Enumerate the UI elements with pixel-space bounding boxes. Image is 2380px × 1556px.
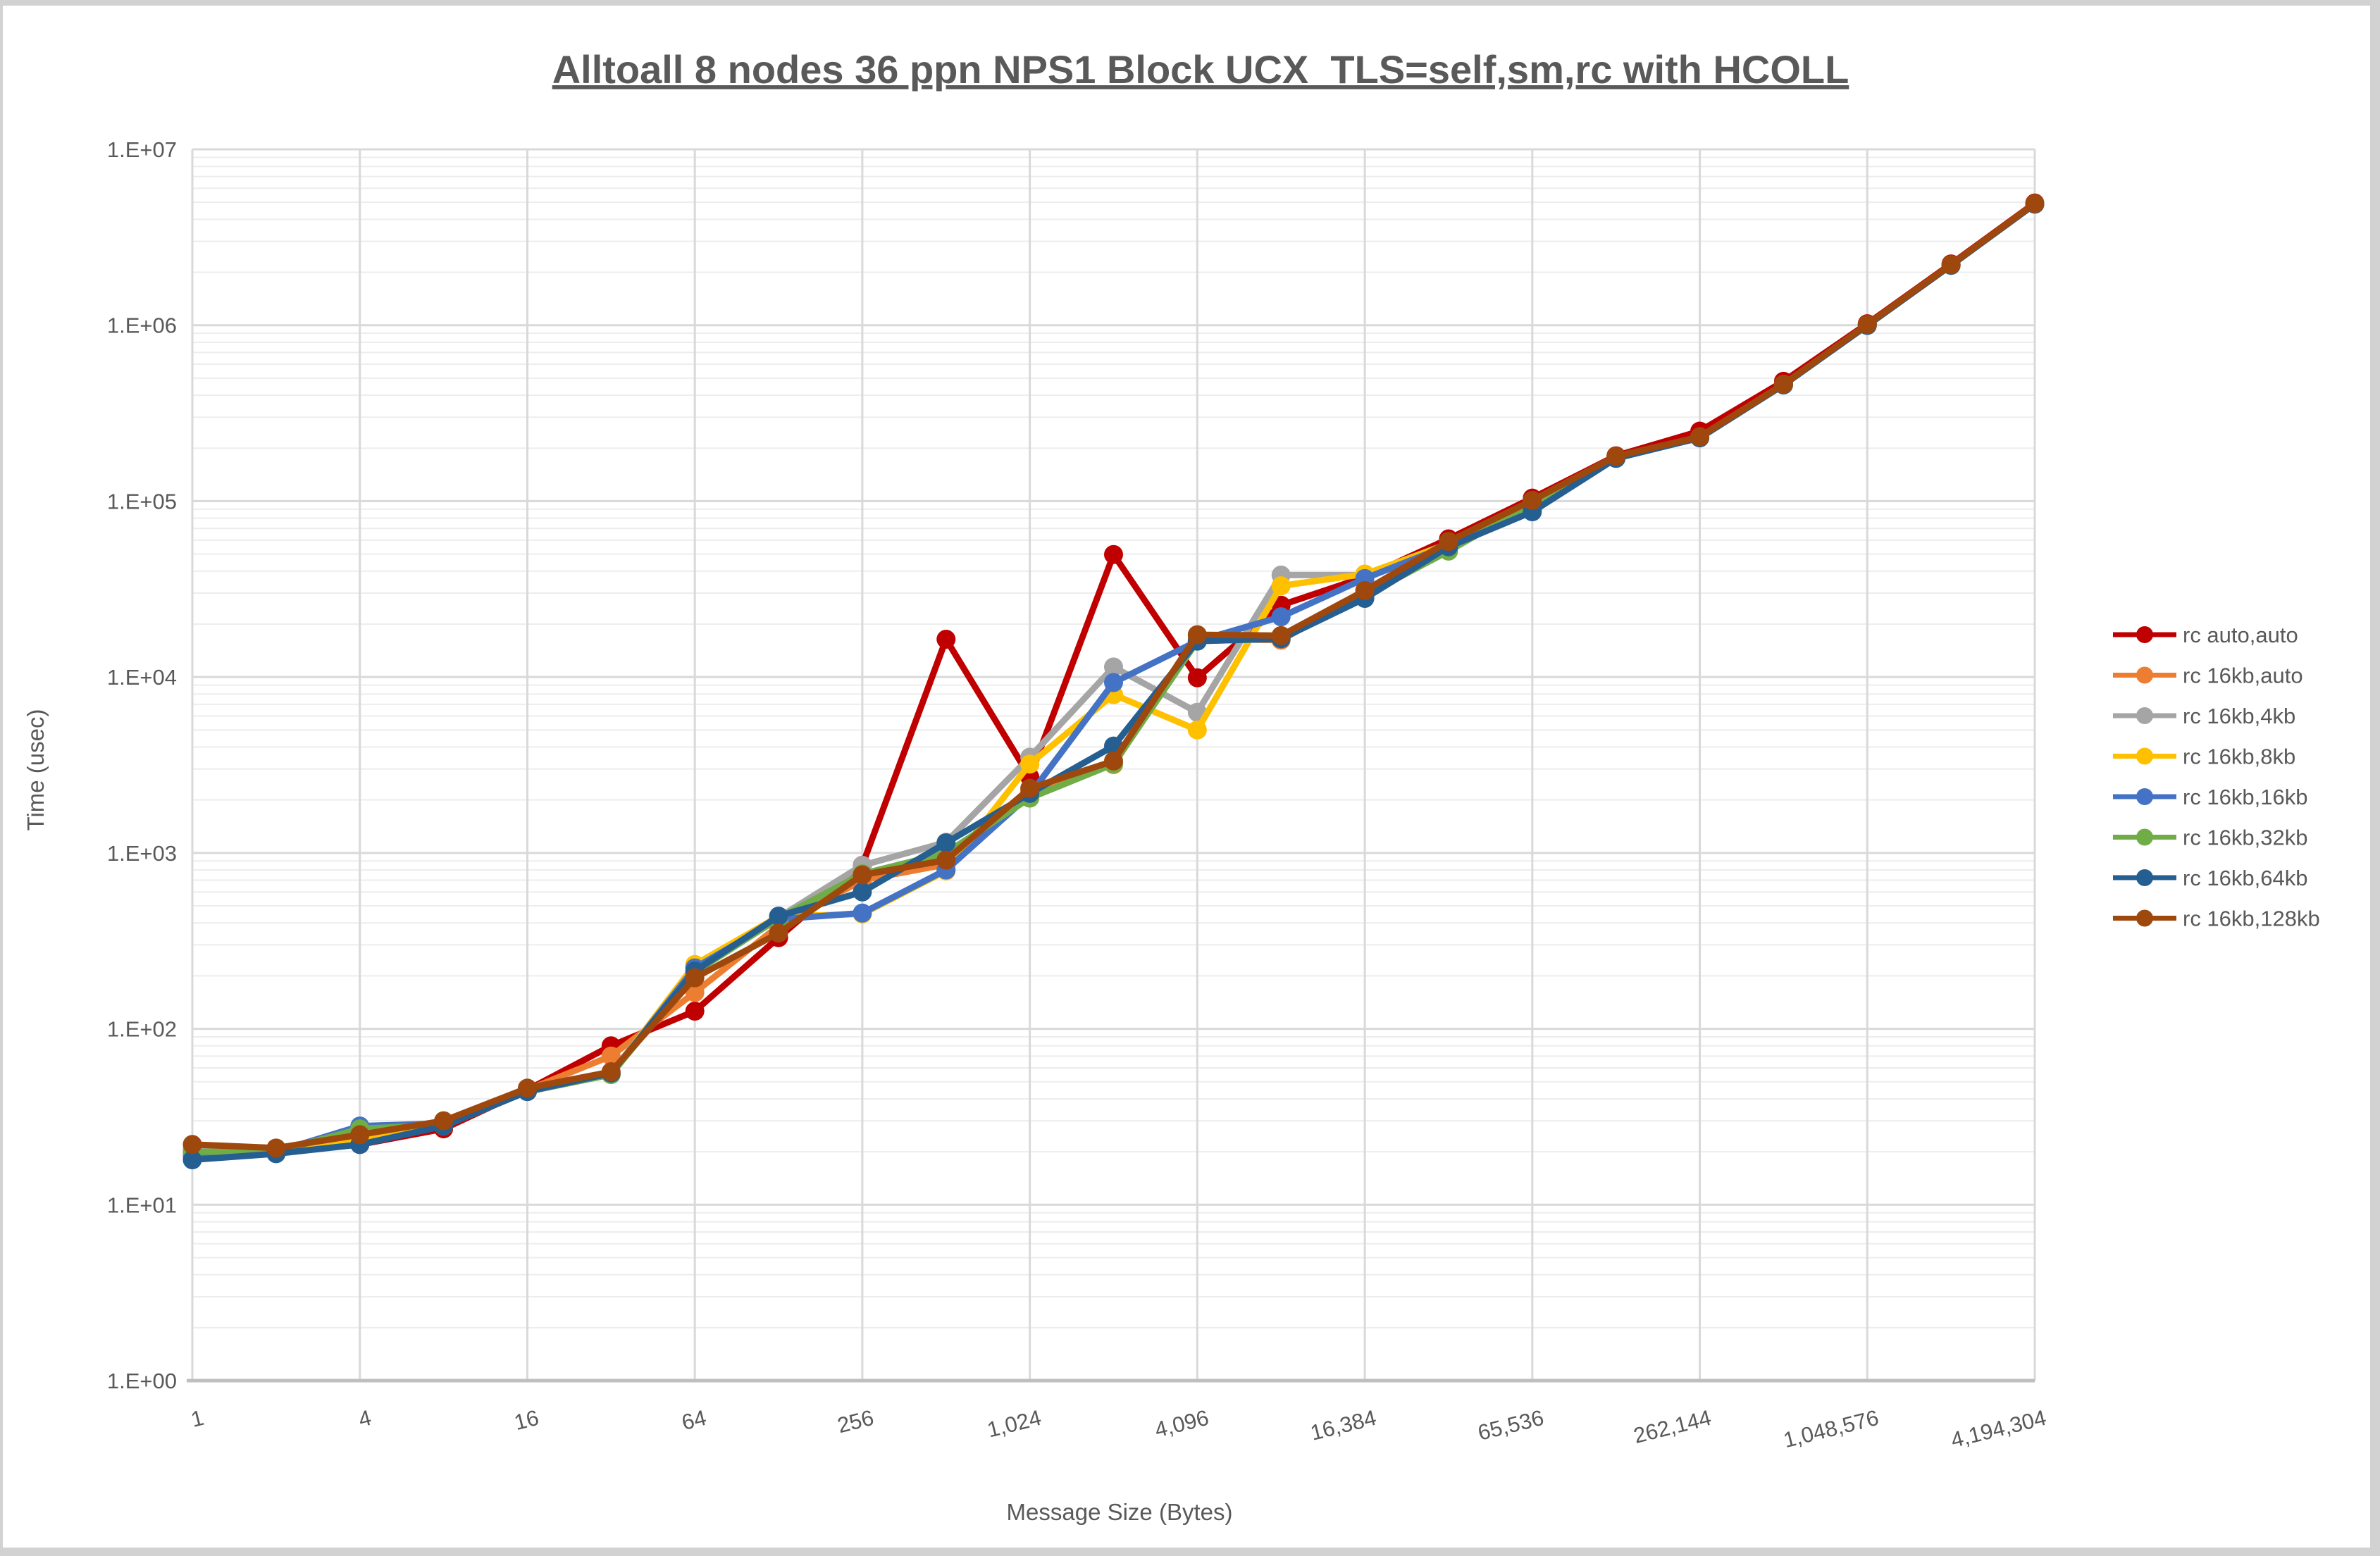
legend-label: rc 16kb,8kb [2183,745,2295,769]
y-tick-label: 1.E+00 [107,1369,177,1393]
data-point [2025,194,2045,213]
y-axis-title: Time (usec) [23,709,49,831]
legend-marker [2136,869,2153,886]
legend-marker [2136,828,2153,846]
legend-marker [2136,747,2153,765]
data-point [266,1138,286,1158]
data-point [853,882,872,902]
legend-item: rc 16kb,32kb [2113,826,2308,850]
legend-marker [2136,707,2153,724]
y-tick-label: 1.E+05 [107,489,177,514]
series-rc-16kb-16kb [182,194,2045,1166]
data-point [182,1150,202,1170]
legend-item: rc 16kb,8kb [2113,745,2295,769]
data-point [1104,751,1123,771]
legend-marker [2136,909,2153,927]
data-point [1439,532,1458,552]
x-tick-label: 16 [512,1405,541,1435]
series-rc-16kb-128kb [182,194,2045,1158]
data-point [1187,668,1207,687]
chart-title: Alltoall 8 nodes 36 ppn NPS1 Block UCX_T… [552,47,1849,92]
data-point [1690,427,1710,447]
data-point [769,923,788,943]
legend-item: rc auto,auto [2113,623,2298,647]
data-point [1271,576,1291,596]
x-tick-label: 16,384 [1308,1405,1378,1445]
x-tick-label: 256 [835,1405,876,1438]
legend-label: rc 16kb,auto [2183,664,2303,688]
x-tick-label: 4,096 [1152,1405,1211,1443]
data-point [1773,374,1793,394]
data-point [434,1111,454,1131]
data-point [1187,625,1207,645]
legend-label: rc 16kb,128kb [2183,907,2320,931]
data-point [1941,255,1961,275]
data-point [350,1125,370,1145]
series-layer [182,193,2045,1170]
legend-label: rc 16kb,16kb [2183,785,2308,809]
y-tick-label: 1.E+02 [107,1017,177,1042]
x-tick-label: 1 [188,1405,206,1432]
data-point [1355,580,1375,600]
data-point [936,833,956,853]
data-point [1271,625,1291,645]
legend-marker [2136,788,2153,805]
data-point [1271,607,1291,627]
data-point [1020,754,1040,774]
data-point [1104,673,1123,692]
y-tick-label: 1.E+03 [107,841,177,866]
legend-layer: rc auto,auto rc 16kb,auto rc 16kb,4kb rc 16… [2113,623,2320,931]
data-point [1020,778,1040,798]
x-tick-label: 4 [356,1405,373,1432]
data-point [601,1046,621,1066]
x-tick-label: 262,144 [1631,1405,1713,1448]
data-point [182,1135,202,1154]
data-point [685,968,705,988]
x-tick-label: 1,048,576 [1781,1405,1881,1452]
legend-item: rc 16kb,64kb [2113,866,2308,890]
legend-marker [2136,666,2153,684]
data-point [853,903,872,923]
legend-item: rc 16kb,auto [2113,664,2303,688]
data-point [936,850,956,870]
data-point [769,907,788,926]
data-point [1857,315,1877,335]
legend-label: rc 16kb,64kb [2183,866,2308,890]
legend-item: rc 16kb,4kb [2113,704,2295,728]
data-point [936,629,956,649]
legend-item: rc 16kb,128kb [2113,907,2320,931]
x-tick-label: 4,194,304 [1948,1405,2048,1452]
legend-label: rc 16kb,32kb [2183,826,2308,850]
data-point [1606,447,1626,466]
x-tick-label: 1,024 [985,1405,1044,1443]
y-tick-label: 1.E+06 [107,313,177,338]
legend-item: rc 16kb,16kb [2113,785,2308,809]
y-tick-label: 1.E+07 [107,137,177,162]
data-point [517,1078,537,1098]
data-point [601,1062,621,1082]
data-point [1104,544,1123,564]
tick-layer: 1.E+00 1.E+01 1.E+02 1.E+03 1.E+04 1.E+05 1.E+… [107,137,2049,1452]
data-point [1523,490,1542,510]
data-point [1187,720,1207,740]
chart-canvas: 1.E+00 1.E+01 1.E+02 1.E+03 1.E+04 1.E+05 1.E+… [3,6,2370,1548]
legend-label: rc auto,auto [2183,623,2298,647]
x-tick-label: 64 [679,1405,709,1435]
y-tick-label: 1.E+01 [107,1193,177,1217]
x-tick-label: 65,536 [1475,1405,1546,1445]
data-point [685,1002,705,1021]
y-tick-label: 1.E+04 [107,665,177,690]
data-point [853,865,872,885]
legend-label: rc 16kb,4kb [2183,704,2295,728]
legend-marker [2136,626,2153,643]
data-point [1104,657,1123,677]
x-axis-title: Message Size (Bytes) [1007,1499,1233,1525]
alltoall-line-chart: 1.E+00 1.E+01 1.E+02 1.E+03 1.E+04 1.E+05 1.E+… [23,47,2320,1525]
grid-layer [187,148,2036,1383]
